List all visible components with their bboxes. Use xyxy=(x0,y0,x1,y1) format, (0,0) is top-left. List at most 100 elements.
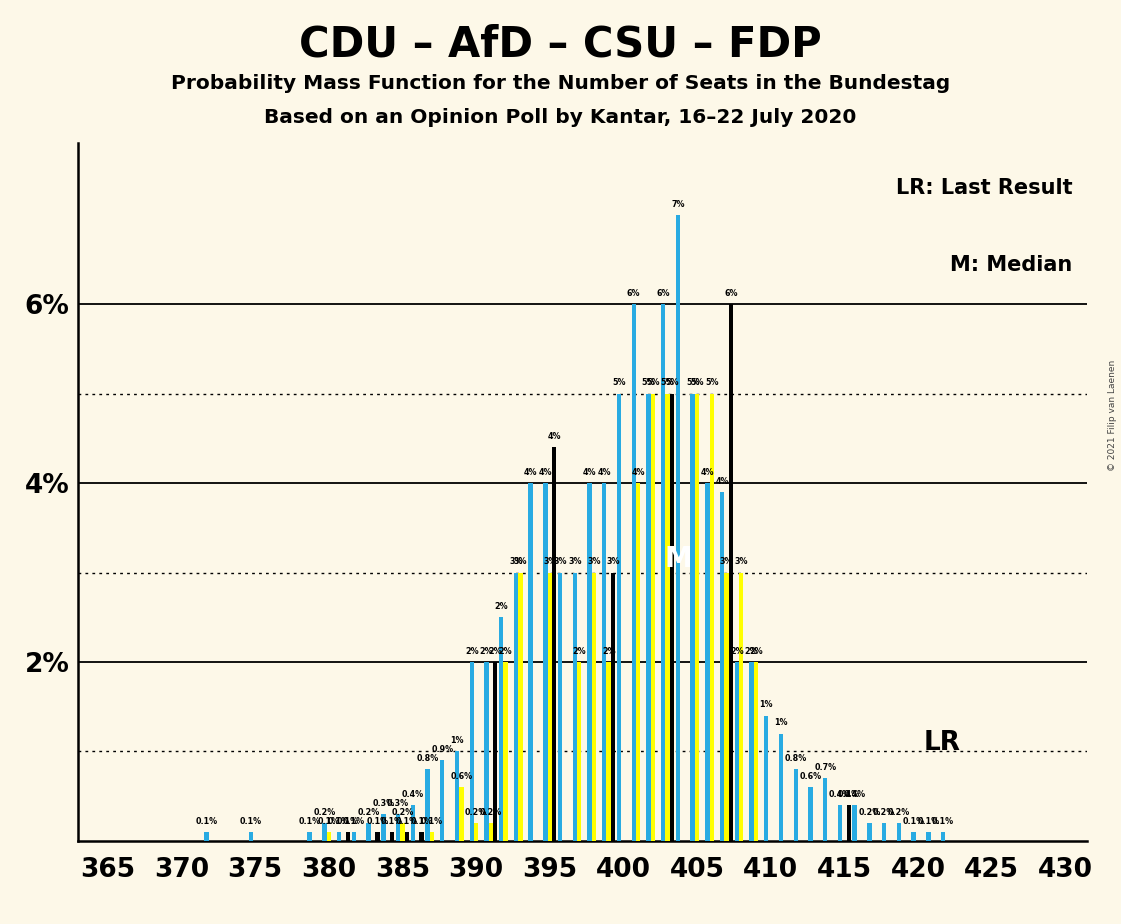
Text: 0.1%: 0.1% xyxy=(932,817,954,826)
Text: 0.2%: 0.2% xyxy=(859,808,880,817)
Bar xyxy=(547,573,552,841)
Bar xyxy=(337,832,342,841)
Bar xyxy=(882,823,887,841)
Text: Probability Mass Function for the Number of Seats in the Bundestag: Probability Mass Function for the Number… xyxy=(170,74,951,93)
Text: 0.1%: 0.1% xyxy=(328,817,350,826)
Bar xyxy=(489,823,493,841)
Bar xyxy=(724,573,729,841)
Bar xyxy=(779,734,784,841)
Bar xyxy=(749,662,753,841)
Bar xyxy=(729,304,733,841)
Bar xyxy=(493,662,498,841)
Text: LR: Last Result: LR: Last Result xyxy=(896,178,1072,198)
Text: 0.4%: 0.4% xyxy=(837,790,860,799)
Text: 0.2%: 0.2% xyxy=(313,808,335,817)
Text: 0.1%: 0.1% xyxy=(343,817,365,826)
Text: 2%: 2% xyxy=(480,647,493,656)
Bar xyxy=(695,394,700,841)
Text: 5%: 5% xyxy=(686,379,700,387)
Bar xyxy=(710,394,714,841)
Text: 3%: 3% xyxy=(734,557,748,566)
Text: 0.1%: 0.1% xyxy=(367,817,389,826)
Text: 3%: 3% xyxy=(606,557,620,566)
Bar xyxy=(592,573,596,841)
Text: 0.1%: 0.1% xyxy=(917,817,939,826)
Bar xyxy=(611,573,615,841)
Text: 4%: 4% xyxy=(538,468,553,477)
Bar xyxy=(852,805,856,841)
Text: 0.2%: 0.2% xyxy=(888,808,910,817)
Bar xyxy=(808,787,813,841)
Bar xyxy=(636,483,640,841)
Text: 4%: 4% xyxy=(547,432,560,441)
Text: 5%: 5% xyxy=(641,379,655,387)
Bar xyxy=(823,778,827,841)
Text: 1%: 1% xyxy=(760,700,773,710)
Text: 0.3%: 0.3% xyxy=(387,798,409,808)
Bar xyxy=(425,770,429,841)
Bar xyxy=(734,662,739,841)
Text: 3%: 3% xyxy=(554,557,567,566)
Text: 0.1%: 0.1% xyxy=(902,817,925,826)
Bar xyxy=(503,662,508,841)
Text: 0.1%: 0.1% xyxy=(396,817,418,826)
Text: LR: LR xyxy=(924,730,961,756)
Bar xyxy=(606,662,611,841)
Bar xyxy=(410,805,415,841)
Text: 0.8%: 0.8% xyxy=(416,754,438,763)
Bar xyxy=(390,832,395,841)
Text: 0.2%: 0.2% xyxy=(480,808,502,817)
Bar xyxy=(897,823,901,841)
Bar xyxy=(720,492,724,841)
Bar xyxy=(558,573,563,841)
Bar xyxy=(474,823,479,841)
Text: 4%: 4% xyxy=(715,477,729,486)
Bar xyxy=(631,304,636,841)
Text: 0.3%: 0.3% xyxy=(372,798,395,808)
Text: 2%: 2% xyxy=(730,647,743,656)
Bar xyxy=(419,832,424,841)
Bar xyxy=(837,805,842,841)
Text: 6%: 6% xyxy=(657,289,670,298)
Text: 5%: 5% xyxy=(612,379,626,387)
Text: 0.6%: 0.6% xyxy=(799,772,822,781)
Text: 0.4%: 0.4% xyxy=(401,790,424,799)
Text: 0.8%: 0.8% xyxy=(785,754,807,763)
Text: 5%: 5% xyxy=(646,379,659,387)
Text: 0.7%: 0.7% xyxy=(814,763,836,772)
Text: M: M xyxy=(664,545,692,573)
Text: 1%: 1% xyxy=(451,736,464,745)
Bar xyxy=(573,573,577,841)
Text: 2%: 2% xyxy=(744,647,759,656)
Bar xyxy=(846,805,851,841)
Text: 3%: 3% xyxy=(543,557,556,566)
Text: 3%: 3% xyxy=(568,557,582,566)
Bar xyxy=(381,814,386,841)
Text: 7%: 7% xyxy=(671,200,685,209)
Text: 0.1%: 0.1% xyxy=(240,817,262,826)
Text: 0.1%: 0.1% xyxy=(337,817,359,826)
Bar xyxy=(405,832,409,841)
Text: 2%: 2% xyxy=(573,647,586,656)
Text: 2%: 2% xyxy=(465,647,479,656)
Bar xyxy=(926,832,930,841)
Text: 0.1%: 0.1% xyxy=(195,817,217,826)
Text: 2%: 2% xyxy=(602,647,615,656)
Text: © 2021 Filip van Laenen: © 2021 Filip van Laenen xyxy=(1108,360,1117,471)
Bar xyxy=(513,573,518,841)
Text: 6%: 6% xyxy=(724,289,738,298)
Text: 0.2%: 0.2% xyxy=(358,808,380,817)
Text: 4%: 4% xyxy=(597,468,611,477)
Text: 4%: 4% xyxy=(583,468,596,477)
Bar xyxy=(911,832,916,841)
Text: 2%: 2% xyxy=(489,647,502,656)
Text: 0.1%: 0.1% xyxy=(317,817,340,826)
Bar xyxy=(326,832,331,841)
Text: 5%: 5% xyxy=(705,379,719,387)
Bar xyxy=(499,617,503,841)
Bar xyxy=(376,832,380,841)
Text: 3%: 3% xyxy=(513,557,527,566)
Bar xyxy=(765,715,769,841)
Bar xyxy=(528,483,532,841)
Bar xyxy=(367,823,371,841)
